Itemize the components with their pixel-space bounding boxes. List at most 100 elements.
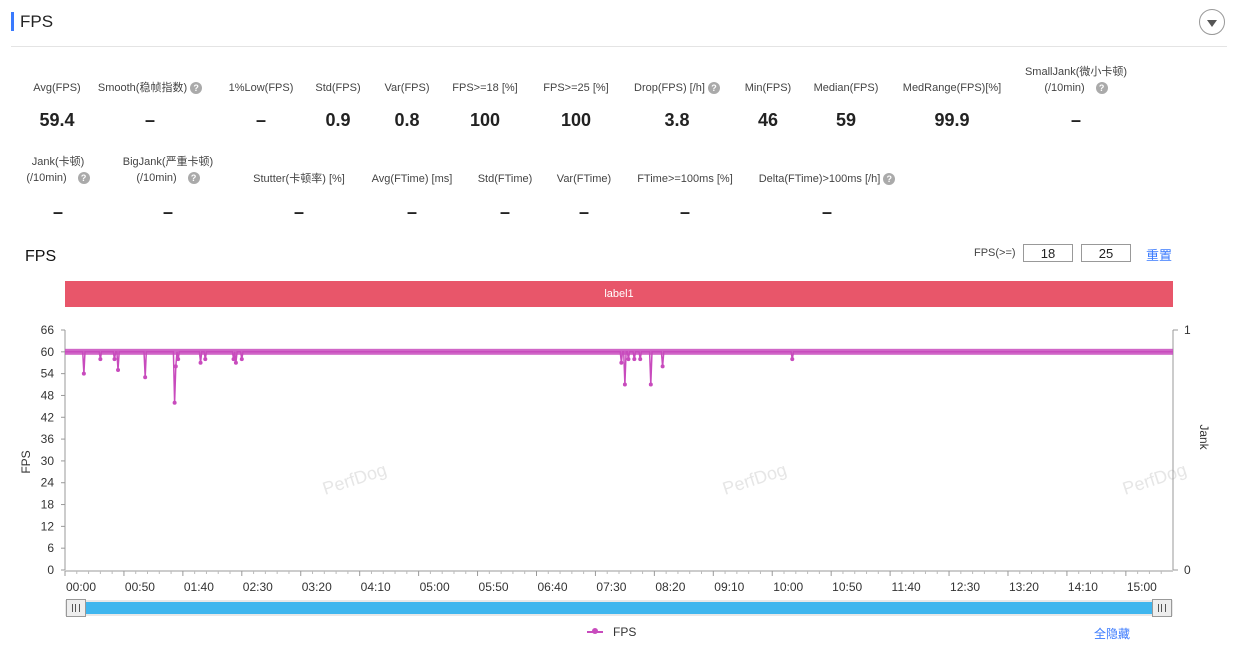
collapse-button[interactable] — [1199, 9, 1225, 35]
slider-right-handle[interactable] — [1152, 599, 1172, 617]
legend-line-marker-icon — [587, 628, 603, 634]
metric-metrics_row1-3: Std(FPS) — [268, 80, 408, 96]
help-icon[interactable]: ? — [1095, 82, 1108, 94]
fps-point — [619, 360, 624, 365]
metric-label: Drop(FPS) [/h]? — [607, 80, 747, 96]
y-tick-label: 54 — [41, 367, 55, 381]
metric-label-text: FPS>=18 [%] — [452, 82, 518, 94]
metric-label-text: Avg(FPS) — [33, 82, 81, 94]
y-tick-label: 24 — [41, 476, 55, 490]
metric-label: MedRange(FPS)[%] — [882, 80, 1022, 96]
x-tick-label: 03:20 — [302, 580, 332, 594]
metric-label: Avg(FTime) [ms] — [342, 171, 482, 187]
fps-point — [231, 357, 236, 362]
metric-value: – — [52, 202, 63, 222]
metric-metrics_row1-10: MedRange(FPS)[%] — [882, 80, 1022, 96]
time-range-selection[interactable] — [76, 602, 1161, 614]
fps-chart[interactable]: PerfDog PerfDog PerfDog 0 6 12 18 24 30 36 42 48 54… — [0, 315, 1238, 597]
x-tick-label: 07:30 — [596, 580, 626, 594]
metric-label: Jank(卡顿) — [0, 154, 128, 170]
y2-tick-label: 1 — [1184, 323, 1191, 337]
metric-value: 46 — [757, 110, 779, 130]
help-icon[interactable]: ? — [77, 172, 90, 184]
metric-value: – — [406, 202, 417, 222]
metric-label-sub: (/10min)? — [98, 170, 238, 186]
y-tick-label: 18 — [41, 498, 55, 512]
fps-threshold-1-input[interactable] — [1023, 244, 1073, 262]
metric-value: – — [293, 202, 304, 222]
metric-metrics_row1-4: Var(FPS) — [337, 80, 477, 96]
fps-point — [143, 375, 148, 380]
metric-value: 100 — [469, 110, 501, 130]
y-tick-label: 66 — [41, 323, 55, 337]
metric-label-text: Stutter(卡顿率) [%] — [253, 173, 345, 185]
fps-point — [98, 357, 103, 362]
fps-point — [173, 364, 178, 369]
x-tick-label: 08:20 — [655, 580, 685, 594]
hide-all-button[interactable]: 全隐藏 — [1094, 627, 1131, 641]
metric-label-sub-text: (/10min) — [1044, 82, 1085, 94]
x-tick-label: 09:10 — [714, 580, 744, 594]
metric-label-sub-text: (/10min) — [26, 172, 67, 184]
metric-label: Std(FTime) — [435, 171, 575, 187]
metric-metrics_row2-6: FTime>=100ms [%] — [615, 171, 755, 187]
metric-metrics_row2-2: Stutter(卡顿率) [%] — [229, 171, 369, 187]
metric-value: – — [255, 110, 266, 130]
y-tick-label: 36 — [41, 432, 55, 446]
help-icon[interactable]: ? — [883, 173, 896, 185]
x-tick-label: 06:40 — [537, 580, 567, 594]
metric-label: Smooth(稳帧指数)? — [80, 80, 220, 96]
page-title: FPS — [20, 12, 54, 31]
metric-value: – — [162, 202, 173, 222]
metric-value: 0.8 — [394, 110, 420, 130]
metric-label-text: Var(FPS) — [384, 82, 430, 94]
metric-metrics_row2-4: Std(FTime) — [435, 171, 575, 187]
watermark-text: PerfDog — [720, 459, 789, 498]
metric-label-text: Delta(FTime)>100ms [/h] — [758, 173, 881, 185]
metric-label: FTime>=100ms [%] — [615, 171, 755, 187]
metric-label: Var(FTime) — [514, 171, 654, 187]
metric-value: 59 — [835, 110, 857, 130]
metric-label-text: Smooth(稳帧指数) — [97, 82, 188, 94]
metric-metrics_row2-0: Jank(卡顿) (/10min)? — [0, 154, 128, 186]
fps-point — [233, 360, 238, 365]
x-tick-label: 01:40 — [184, 580, 214, 594]
x-tick-label: 00:50 — [125, 580, 155, 594]
metric-value: 100 — [560, 110, 592, 130]
fps-point — [112, 357, 117, 362]
fps-point — [622, 382, 627, 387]
metric-label-text: Jank(卡顿) — [31, 156, 85, 168]
chart-title: FPS — [25, 248, 57, 265]
fps-point — [172, 400, 177, 405]
x-tick-label: 14:10 — [1068, 580, 1098, 594]
metric-label-text: Std(FTime) — [477, 173, 533, 185]
y-axis-label: FPS — [19, 450, 33, 473]
help-icon[interactable]: ? — [187, 172, 200, 184]
metric-label: Std(FPS) — [268, 80, 408, 96]
metric-label-text: 1%Low(FPS) — [228, 82, 294, 94]
help-icon[interactable]: ? — [707, 82, 720, 94]
fps-point — [648, 382, 653, 387]
fps-threshold-2-input[interactable] — [1081, 244, 1131, 262]
threshold-label: FPS(>=) — [974, 247, 1016, 259]
x-tick-label: 04:10 — [361, 580, 391, 594]
y-tick-label: 30 — [41, 454, 55, 468]
fps-series-line — [65, 351, 1173, 403]
label-band[interactable]: label1 — [65, 281, 1173, 307]
metric-label: 1%Low(FPS) — [191, 80, 331, 96]
metric-label: SmallJank(微小卡顿) — [1006, 64, 1146, 80]
chevron-down-icon — [1207, 19, 1217, 27]
metric-label-text: Min(FPS) — [744, 82, 792, 94]
legend-label: FPS — [613, 625, 637, 639]
help-icon[interactable]: ? — [190, 82, 203, 94]
slider-left-handle[interactable] — [66, 599, 86, 617]
reset-button[interactable]: 重置 — [1146, 248, 1173, 263]
fps-point — [239, 357, 244, 362]
metric-label-text: Median(FPS) — [813, 82, 879, 94]
metric-metrics_row2-7: Delta(FTime)>100ms [/h]? — [757, 171, 897, 187]
metric-metrics_row1-11: SmallJank(微小卡顿) (/10min)? — [1006, 64, 1146, 96]
metric-metrics_row1-1: Smooth(稳帧指数)? — [80, 80, 220, 96]
metric-value: – — [578, 202, 589, 222]
y-tick-label: 6 — [47, 541, 54, 555]
legend-item-fps[interactable]: FPS — [587, 625, 636, 639]
